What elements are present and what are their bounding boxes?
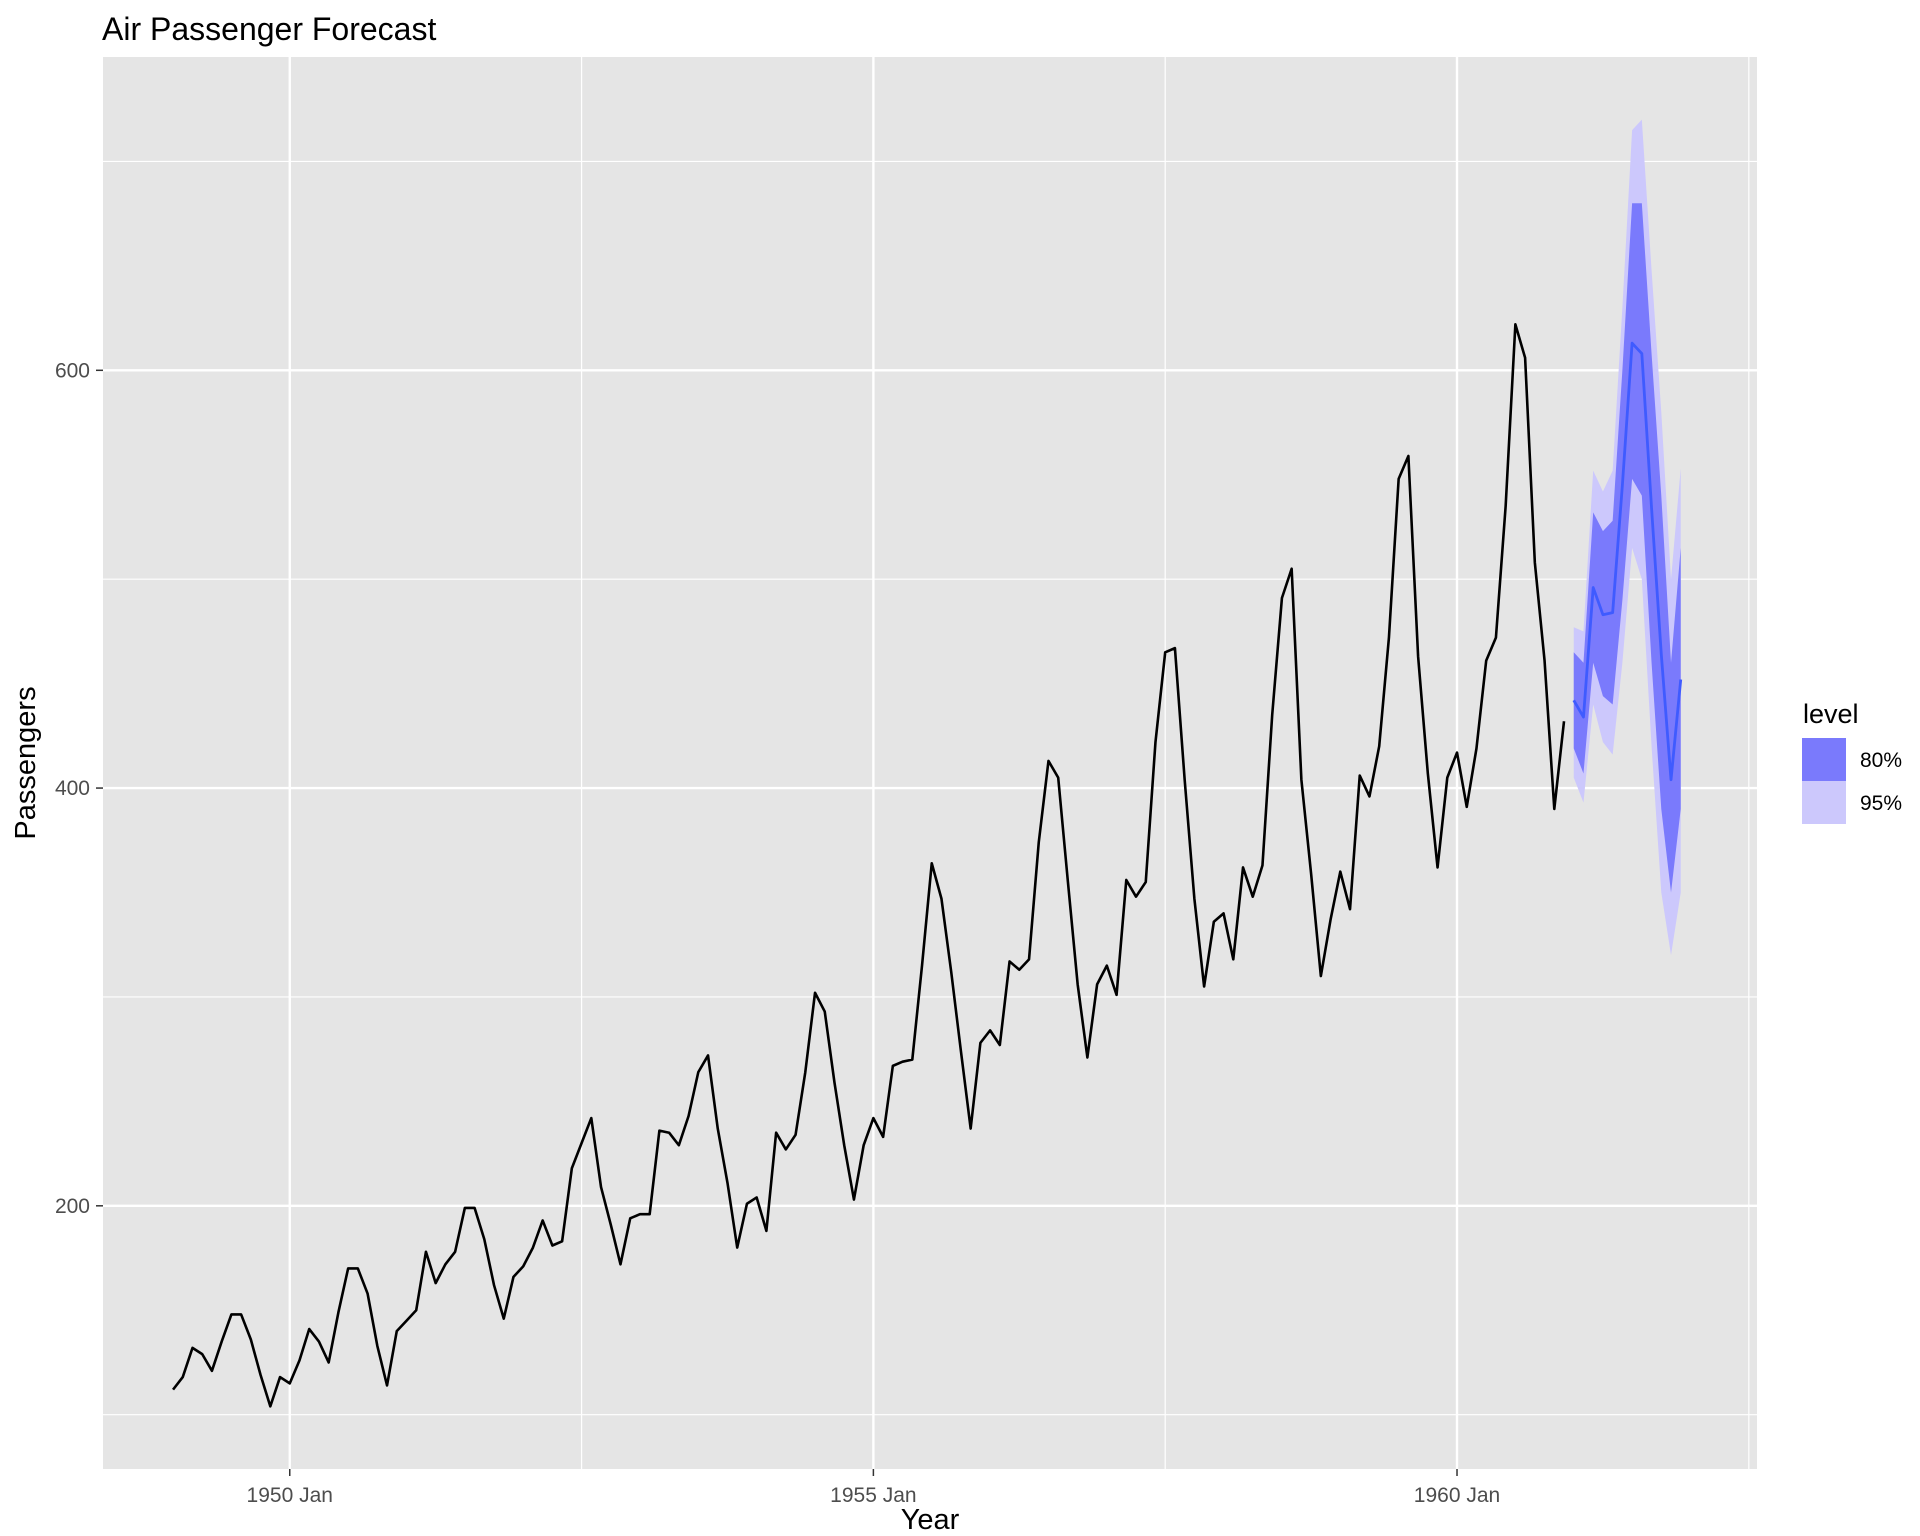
major-gridlines: [103, 57, 1757, 1469]
x-tick-label: 1955 Jan: [830, 1484, 916, 1507]
y-tick-label: 600: [55, 359, 90, 382]
legend-label: 95%: [1860, 792, 1902, 815]
x-axis: 1950 Jan 1955 Jan 1960 Jan: [247, 1469, 1500, 1507]
prediction-intervals: [1573, 119, 1681, 956]
legend-key-95: [1802, 781, 1846, 824]
x-axis-title: Year: [901, 1504, 960, 1536]
x-tick-label: 1960 Jan: [1414, 1484, 1500, 1507]
legend-key-80: [1802, 738, 1846, 781]
legend-label: 80%: [1860, 749, 1902, 772]
x-tick-label: 1950 Jan: [247, 1484, 333, 1507]
plot-panel: [103, 57, 1757, 1469]
series-lines: [172, 323, 1683, 1408]
y-axis: 200 400 600: [55, 359, 103, 1218]
y-tick-label: 200: [55, 1195, 90, 1218]
y-axis-title: Passengers: [10, 686, 42, 839]
chart-title: Air Passenger Forecast: [102, 11, 436, 47]
series-line-forecast: [1572, 341, 1683, 782]
legend-title: level: [1803, 699, 1859, 729]
series-line-observed: [172, 323, 1566, 1408]
y-tick-label: 400: [55, 777, 90, 800]
legend: level 80% 95%: [1802, 699, 1902, 824]
minor-gridlines: [103, 57, 1757, 1469]
interval-band-80: [1573, 203, 1681, 893]
